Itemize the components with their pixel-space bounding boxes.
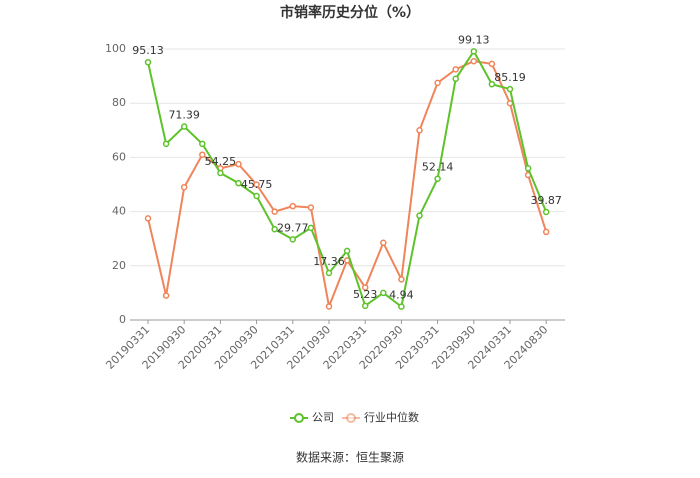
chart-title: 市销率历史分位（%） bbox=[280, 4, 420, 21]
data-point bbox=[271, 208, 278, 215]
data-point bbox=[398, 303, 405, 310]
data-point bbox=[180, 183, 188, 191]
data-label: 5.23 bbox=[353, 288, 378, 301]
data-point bbox=[144, 58, 152, 66]
data-point bbox=[434, 79, 441, 87]
data-point bbox=[506, 85, 514, 93]
data-point bbox=[307, 224, 315, 232]
data-point bbox=[542, 208, 550, 216]
series-line bbox=[147, 60, 548, 311]
data-point bbox=[398, 276, 405, 283]
data-point bbox=[416, 127, 423, 134]
data-point bbox=[506, 99, 514, 107]
data-point bbox=[235, 160, 242, 168]
data-point bbox=[253, 192, 260, 200]
data-point bbox=[488, 60, 496, 68]
data-point bbox=[199, 151, 206, 158]
data-point bbox=[289, 236, 297, 243]
data-point bbox=[162, 140, 170, 148]
y-tick-label: 0 bbox=[119, 313, 126, 326]
data-label: 54.25 bbox=[205, 155, 237, 168]
data-point bbox=[452, 75, 459, 83]
data-point bbox=[325, 269, 333, 277]
data-label: 52.14 bbox=[422, 161, 454, 174]
y-tick-label: 40 bbox=[112, 205, 126, 218]
data-label: 39.87 bbox=[530, 194, 562, 207]
data-point bbox=[144, 215, 152, 222]
data-point bbox=[361, 302, 369, 310]
y-tick-label: 20 bbox=[112, 259, 126, 272]
data-point bbox=[180, 123, 188, 130]
data-point bbox=[470, 57, 478, 65]
legend-marker bbox=[346, 413, 356, 423]
data-point bbox=[542, 228, 550, 236]
data-point bbox=[380, 289, 387, 297]
data-point bbox=[253, 181, 260, 188]
data-point bbox=[325, 303, 333, 310]
source-note: 数据来源：恒生聚源 bbox=[296, 450, 404, 465]
data-label: 17.36 bbox=[313, 255, 345, 268]
data-point bbox=[199, 140, 206, 148]
data-label: 71.39 bbox=[168, 109, 200, 122]
data-point bbox=[361, 284, 369, 291]
data-point bbox=[271, 225, 278, 233]
data-point bbox=[162, 292, 170, 299]
data-point bbox=[434, 175, 441, 182]
data-point bbox=[307, 204, 315, 211]
data-point bbox=[235, 179, 242, 187]
data-label: 95.13 bbox=[132, 44, 164, 57]
data-point bbox=[343, 247, 351, 255]
data-point bbox=[416, 212, 423, 219]
data-label: 29.77 bbox=[277, 221, 309, 234]
legend-marker bbox=[294, 413, 304, 423]
data-point bbox=[488, 80, 496, 88]
data-point bbox=[380, 239, 387, 247]
series-line bbox=[147, 49, 548, 309]
data-point bbox=[524, 164, 532, 172]
data-point bbox=[217, 169, 224, 177]
legend-label: 公司 bbox=[312, 411, 334, 424]
data-label: 99.13 bbox=[458, 33, 490, 46]
y-tick-label: 100 bbox=[105, 42, 126, 55]
y-tick-label: 80 bbox=[112, 96, 126, 109]
data-label: 85.19 bbox=[494, 71, 526, 84]
data-label: 4.94 bbox=[389, 289, 414, 302]
data-point bbox=[452, 66, 459, 73]
data-point bbox=[470, 48, 478, 55]
y-tick-label: 60 bbox=[112, 150, 126, 163]
legend-label: 行业中位数 bbox=[364, 410, 419, 424]
data-label: 45.75 bbox=[241, 178, 273, 191]
data-point bbox=[289, 202, 297, 210]
